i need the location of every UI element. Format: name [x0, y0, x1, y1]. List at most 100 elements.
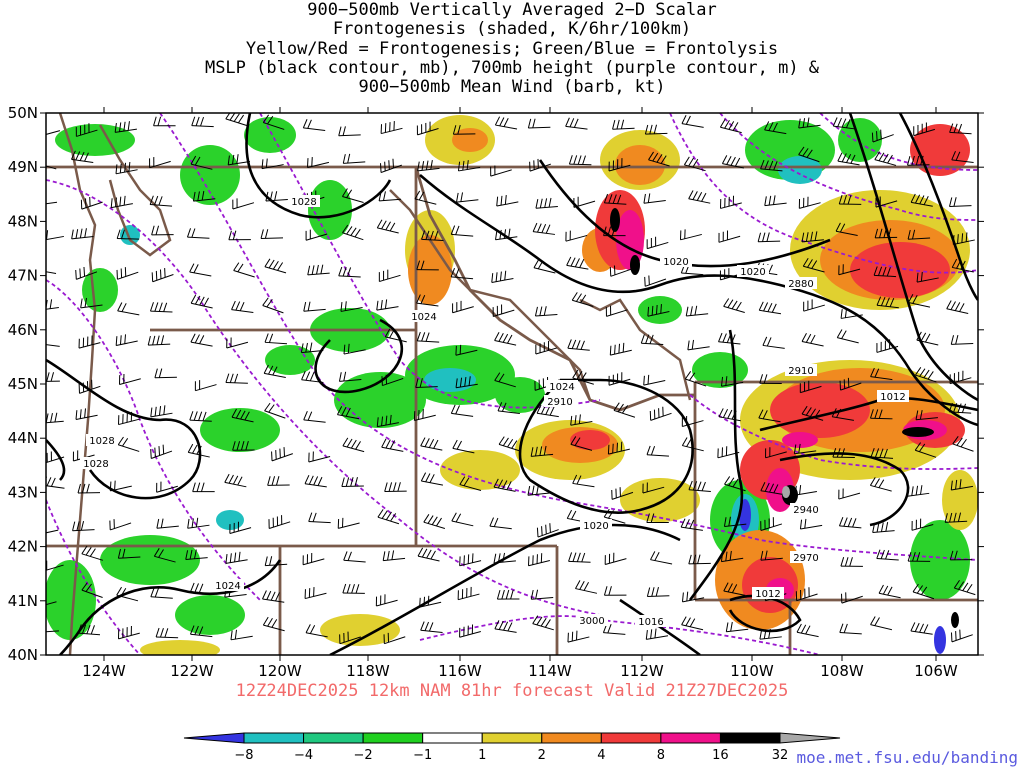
mslp-contour-label: 1024 [215, 581, 240, 592]
wind-barb [643, 374, 666, 386]
wind-barb [377, 509, 400, 525]
wind-barb [612, 119, 635, 130]
wind-barb [264, 402, 286, 419]
wind-barb [450, 267, 474, 280]
wind-barb [911, 518, 934, 531]
wind-barb [878, 584, 901, 599]
wind-barb [231, 408, 254, 423]
wind-barb [423, 514, 446, 529]
wind-barb [839, 377, 862, 391]
legend-label: 16 [712, 748, 729, 763]
wind-barb [801, 231, 824, 243]
wind-barb [835, 222, 858, 237]
wind-barb [381, 374, 404, 387]
wind-barb [116, 267, 139, 280]
wind-barb [376, 414, 399, 428]
wind-barb [611, 487, 634, 500]
wind-barb [875, 196, 898, 208]
wind-barb [679, 229, 702, 241]
wind-barb [760, 550, 783, 561]
wind-barb [680, 518, 703, 531]
wind-barb [648, 151, 670, 167]
wind-barb [608, 372, 631, 386]
wind-barb [337, 517, 360, 529]
lat-label: 40N [8, 646, 38, 664]
wind-barb [645, 628, 669, 640]
wind-barb [802, 257, 825, 273]
wind-barb [494, 620, 517, 633]
wind-barb [532, 615, 554, 631]
wind-barb [452, 439, 475, 454]
mslp-labels: 1028 1024 1024 1020 1028 1028 1020 1020 1012 1012… [80, 195, 909, 628]
wind-barb [490, 165, 512, 177]
wind-barb [765, 447, 787, 459]
wind-barb [949, 123, 972, 135]
wind-barb [187, 443, 210, 458]
wind-barb [46, 529, 59, 534]
wind-barb [302, 119, 326, 131]
wind-barb [718, 230, 741, 243]
lat-label: 45N [8, 375, 38, 393]
wind-barb [836, 329, 859, 344]
wind-barb [907, 551, 931, 562]
wind-barb [46, 372, 60, 382]
wind-barb [721, 155, 745, 169]
wind-barb [190, 582, 213, 595]
wind-barb [723, 516, 747, 527]
wind-barb [46, 601, 57, 606]
wind-barb [573, 196, 596, 208]
wind-barb [271, 447, 293, 462]
wind-barb [683, 156, 706, 172]
height-contour-label: 2910 [788, 366, 813, 377]
wind-barb [798, 146, 820, 163]
title-line-2: Frontogenesis (shaded, K/6hr/100km) [332, 19, 692, 39]
lon-labels: 124W 122W 120W 118W 116W 114W 112W 110W 108W 106W [82, 662, 958, 680]
wind-barb [613, 402, 636, 418]
wind-barb [46, 335, 60, 347]
wind-barb [530, 589, 554, 600]
wind-barb [908, 294, 931, 308]
wind-barb [530, 445, 554, 457]
lon-label: 110W [730, 662, 774, 680]
wind-barb [681, 616, 704, 631]
wind-barb [498, 436, 521, 452]
wind-barb [308, 512, 331, 524]
lon-label: 122W [170, 662, 214, 680]
wind-barb [796, 623, 819, 638]
wind-barb [342, 224, 364, 241]
lat-label: 41N [8, 592, 38, 610]
wind-barb [267, 476, 290, 486]
mslp-contour-label: 1016 [638, 617, 663, 628]
wind-barb [261, 158, 284, 170]
wind-barb [874, 228, 898, 239]
wind-barb [228, 230, 251, 241]
wind-barb [536, 523, 559, 538]
lon-label: 120W [258, 662, 302, 680]
wind-barb [535, 340, 558, 355]
wind-barb [380, 121, 403, 135]
wind-barb [496, 195, 519, 207]
wind-barb [496, 589, 520, 600]
wind-barb [72, 521, 95, 532]
legend-swatch [362, 732, 424, 744]
legend-swatch [183, 732, 245, 744]
credit-url[interactable]: moe.met.fsu.edu/banding [796, 748, 1018, 767]
wind-barb [421, 230, 444, 242]
wind-barb [793, 443, 817, 455]
wind-barb [308, 451, 331, 463]
wind-barb [459, 476, 482, 491]
wind-barb [719, 195, 742, 209]
wind-barb [187, 517, 210, 529]
wind-barb [721, 376, 744, 387]
wind-barb [838, 194, 862, 205]
height-contour-label: 3000 [579, 616, 604, 627]
wind-barb [156, 518, 179, 529]
wind-barb [944, 512, 968, 523]
wind-barb [570, 436, 593, 451]
lat-label: 48N [8, 212, 38, 230]
wind-barb [681, 115, 704, 128]
wind-barb [718, 332, 741, 345]
wind-barb [381, 438, 404, 452]
wind-barb [907, 229, 931, 240]
wind-barb [81, 582, 103, 598]
